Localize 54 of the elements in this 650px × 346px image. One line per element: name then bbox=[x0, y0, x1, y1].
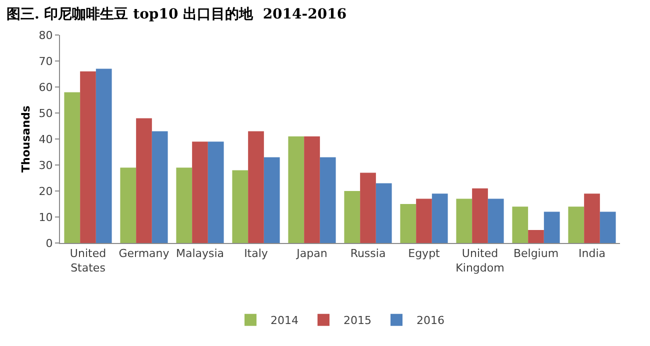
bar bbox=[304, 136, 320, 243]
bar bbox=[472, 188, 488, 243]
y-tick-label: 40 bbox=[38, 132, 53, 146]
x-tick-label: Japan bbox=[296, 247, 328, 260]
legend-label: 2015 bbox=[344, 314, 372, 328]
y-tick-label: 20 bbox=[38, 184, 53, 198]
legend-label: 2016 bbox=[416, 314, 444, 328]
bar bbox=[64, 92, 80, 243]
x-tick-label: Russia bbox=[350, 247, 386, 260]
bar bbox=[232, 170, 248, 243]
x-tick-label: Germany bbox=[118, 247, 170, 260]
bar bbox=[152, 131, 168, 243]
x-tick-label: Italy bbox=[244, 247, 268, 260]
bar bbox=[432, 194, 448, 243]
bar bbox=[80, 71, 96, 243]
bar bbox=[568, 206, 584, 243]
y-tick-label: 50 bbox=[38, 106, 53, 120]
y-tick-label: 10 bbox=[38, 210, 53, 224]
x-tick-label: Malaysia bbox=[176, 247, 224, 260]
bar bbox=[176, 168, 192, 243]
bar bbox=[512, 206, 528, 243]
x-tick-label: United Kingdom bbox=[456, 247, 504, 274]
bar bbox=[488, 198, 504, 243]
x-tick-label: United States bbox=[70, 247, 106, 274]
bar bbox=[400, 204, 416, 243]
bar bbox=[264, 157, 280, 243]
bar bbox=[136, 118, 152, 243]
bar bbox=[192, 142, 208, 243]
legend-label: 2014 bbox=[270, 314, 298, 328]
bar bbox=[248, 131, 264, 243]
y-tick-label: 30 bbox=[38, 158, 53, 172]
y-tick-label: 80 bbox=[38, 28, 53, 42]
x-tick-label: India bbox=[578, 247, 606, 260]
y-axis-title: Thousands bbox=[19, 105, 32, 172]
bar bbox=[360, 172, 376, 243]
bar bbox=[96, 68, 112, 243]
bar bbox=[544, 212, 560, 243]
bar bbox=[208, 142, 224, 243]
bar bbox=[320, 157, 336, 243]
y-tick-label: 0 bbox=[46, 236, 53, 250]
bar bbox=[528, 230, 544, 243]
y-tick-label: 60 bbox=[38, 80, 53, 94]
bar bbox=[120, 168, 136, 243]
bar bbox=[456, 198, 472, 243]
bar bbox=[344, 191, 360, 243]
bar bbox=[416, 198, 432, 243]
bar bbox=[600, 212, 616, 243]
x-tick-label: Belgium bbox=[513, 247, 559, 260]
bar bbox=[376, 183, 392, 243]
bar bbox=[288, 136, 304, 243]
bar bbox=[584, 194, 600, 243]
x-tick-label: Egypt bbox=[408, 247, 441, 260]
chart-title: 图三. 印尼咖啡生豆 top10 出口目的地 2014-2016 bbox=[6, 6, 347, 22]
y-tick-label: 70 bbox=[38, 54, 53, 68]
